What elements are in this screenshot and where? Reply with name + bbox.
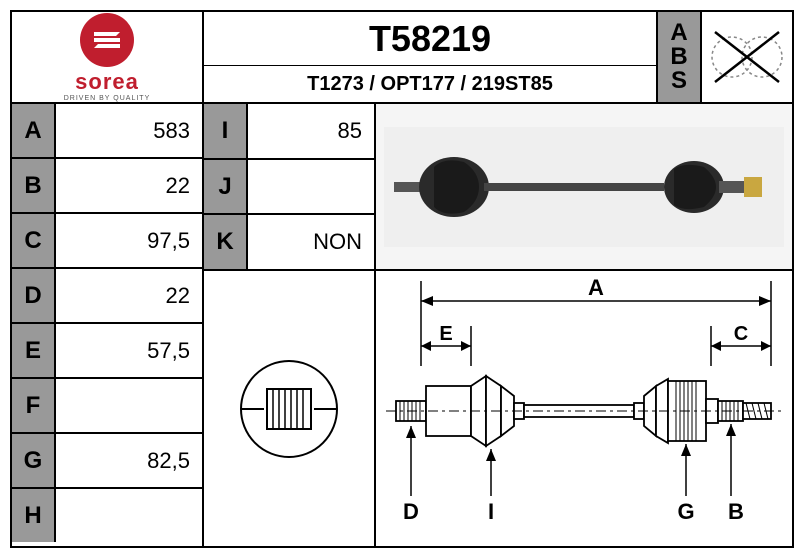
param-val: 97,5 (56, 214, 202, 267)
table-row: E57,5 (12, 324, 202, 379)
table-row: KNON (204, 215, 374, 269)
table-row: I85 (204, 104, 374, 160)
param-key: F (12, 379, 56, 432)
abs-icon (707, 22, 787, 92)
part-number: T58219 (204, 12, 656, 66)
ijk-photo-row: I85 J KNON (204, 104, 792, 271)
params-left: A583 B22 C97,5 D22 E57,5 F G82,5 H (12, 104, 204, 546)
params-right: I85 J KNON (204, 104, 376, 269)
param-key: E (12, 324, 56, 377)
dim-label-d: D (403, 499, 419, 524)
param-val: 85 (248, 104, 374, 158)
table-row: F (12, 379, 202, 434)
param-val: 583 (56, 104, 202, 157)
title-cell: T58219 T1273 / OPT177 / 219ST85 (204, 12, 658, 102)
dim-label-i: I (488, 499, 494, 524)
dimension-diagram-svg: A E C (376, 271, 791, 541)
dim-label-c: C (734, 323, 748, 345)
abs-b: B (670, 45, 687, 69)
param-val: 57,5 (56, 324, 202, 377)
param-val (56, 489, 202, 542)
param-val (248, 160, 374, 214)
header-row: sorea DRIVEN BY QUALITY T58219 T1273 / O… (12, 12, 792, 104)
dim-label-g: G (677, 499, 694, 524)
datasheet: sorea DRIVEN BY QUALITY T58219 T1273 / O… (10, 10, 794, 548)
param-key: C (12, 214, 56, 267)
abs-a: A (670, 21, 687, 45)
brand-tagline: DRIVEN BY QUALITY (64, 95, 151, 102)
param-val: NON (248, 215, 374, 269)
right-area: I85 J KNON (204, 104, 792, 546)
param-key: D (12, 269, 56, 322)
table-row: H (12, 489, 202, 542)
param-key: H (12, 489, 56, 542)
product-photo (376, 104, 792, 269)
param-key: A (12, 104, 56, 157)
param-key: G (12, 434, 56, 487)
driveshaft-photo-icon (384, 127, 784, 247)
table-row: J (204, 160, 374, 216)
param-val (56, 379, 202, 432)
param-val: 22 (56, 159, 202, 212)
table-row: G82,5 (12, 434, 202, 489)
spline-icon (229, 349, 349, 469)
dim-label-a: A (588, 275, 604, 300)
abs-label: A B S (658, 12, 702, 102)
param-key: I (204, 104, 248, 158)
logo-cell: sorea DRIVEN BY QUALITY (12, 12, 204, 102)
dimension-diagram: A E C (376, 271, 792, 546)
abs-icon-cell (702, 12, 792, 102)
brand-name: sorea (75, 69, 139, 95)
table-row: C97,5 (12, 214, 202, 269)
param-key: B (12, 159, 56, 212)
table-row: D22 (12, 269, 202, 324)
dim-label-e: E (439, 323, 452, 345)
table-row: B22 (12, 159, 202, 214)
param-key: J (204, 160, 248, 214)
abs-s: S (671, 69, 687, 93)
main-row: A583 B22 C97,5 D22 E57,5 F G82,5 H I85 J… (12, 104, 792, 546)
diagram-row: A E C (204, 271, 792, 546)
dim-label-b: B (728, 499, 744, 524)
logo-icon (80, 13, 134, 67)
spline-view (204, 271, 376, 546)
param-val: 22 (56, 269, 202, 322)
alt-numbers: T1273 / OPT177 / 219ST85 (204, 66, 656, 102)
param-key: K (204, 215, 248, 269)
param-val: 82,5 (56, 434, 202, 487)
table-row: A583 (12, 104, 202, 159)
